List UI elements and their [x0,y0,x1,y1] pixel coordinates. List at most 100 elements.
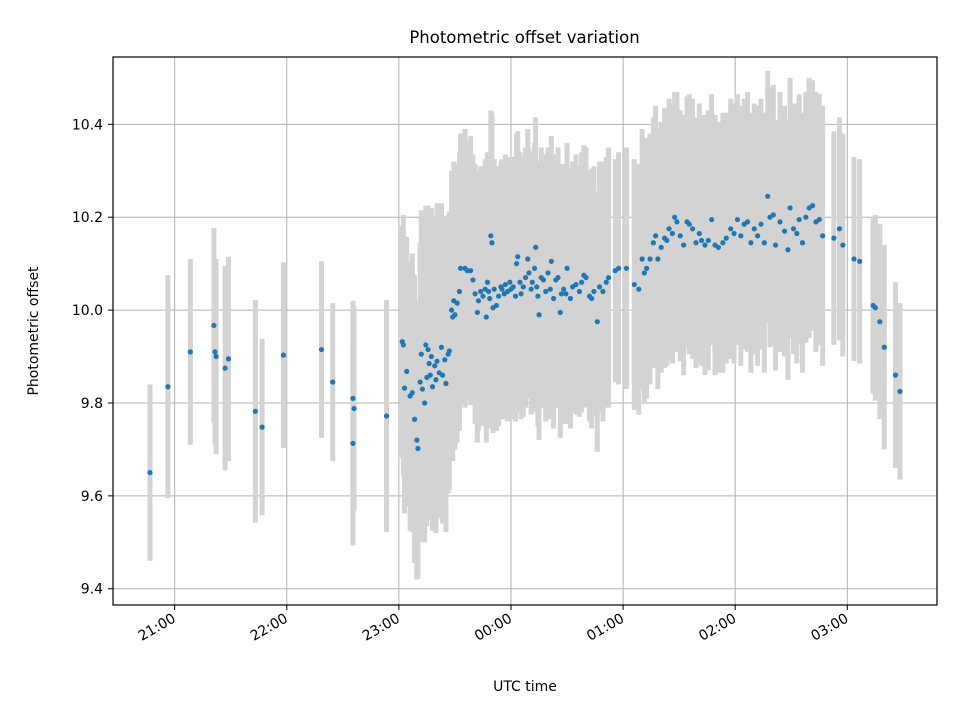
data-point [897,388,903,394]
data-point [417,379,423,385]
data-point [443,380,449,387]
data-point [672,214,678,220]
data-point [400,342,406,348]
data-point [809,203,816,209]
data-point [705,237,711,244]
x-tick-label: 02:00 [696,611,739,645]
data-point [623,265,630,271]
data-point [820,233,826,239]
data-point [616,265,622,271]
data-point [522,274,529,281]
data-point [777,219,783,225]
data-point [526,270,532,276]
plot-frame [112,56,938,606]
data-point [493,302,500,309]
data-point [468,268,474,274]
data-point [484,279,491,285]
data-point [499,286,505,292]
data-point [423,342,429,348]
data-point [454,300,460,306]
data-point [536,312,542,318]
data-point [485,288,492,295]
data-point [474,309,480,316]
data-point [414,437,420,443]
data-point [647,256,653,262]
data-point [502,281,508,288]
y-tick-label: 9.4 [81,582,103,598]
data-point [448,307,455,313]
data-point [831,235,837,241]
data-point [491,286,497,292]
data-point [799,240,806,246]
y-tick-label: 9.6 [81,489,103,505]
data-point [409,390,415,396]
data-point [456,288,463,295]
data-point [596,284,603,290]
data-point [415,445,421,452]
data-point [515,254,521,260]
data-point [528,286,534,292]
data-point [723,235,729,241]
data-point [550,295,557,302]
data-point [573,281,579,288]
data-point [557,309,563,316]
data-points [147,193,903,476]
data-point [677,233,683,239]
data-point [540,277,547,283]
data-point [426,360,432,367]
data-point [728,226,734,232]
data-point [165,384,171,390]
data-point [872,305,878,311]
y-tick-label: 10.4 [72,117,103,133]
data-point [693,240,699,246]
data-point [738,233,744,239]
data-point [512,293,519,299]
data-point [794,230,800,237]
data-point [535,293,541,299]
data-point [674,219,680,225]
data-point [427,372,433,378]
y-tick-label: 9.8 [81,396,103,412]
data-point [438,344,445,350]
data-point [563,291,569,297]
data-point [603,279,609,285]
y-axis-label: Photometric offset [26,266,42,396]
data-point [731,230,737,237]
data-point [475,298,482,304]
data-point [787,205,793,211]
data-point [428,353,434,360]
data-point [881,344,887,350]
data-point [765,193,771,199]
data-point [383,413,390,419]
data-point [555,274,561,281]
x-tick-label: 22:00 [248,611,291,645]
data-point [480,293,486,299]
data-point [758,221,764,227]
data-point [561,286,567,292]
data-point [796,216,802,223]
data-point [440,372,446,378]
data-point [781,228,788,234]
data-point [605,274,612,281]
data-point [698,237,705,244]
data-point [496,293,502,299]
data-point [669,230,676,237]
data-point [761,240,767,246]
x-tick-label: 21:00 [136,611,179,645]
data-point [483,314,489,320]
x-tick-label: 00:00 [472,611,515,645]
data-point [411,416,418,422]
data-point [545,270,551,276]
data-point [520,284,526,290]
data-point [639,256,645,262]
data-point [751,226,757,232]
data-point [567,295,574,302]
data-point [748,240,754,246]
data-point [488,233,494,239]
data-point [478,288,484,295]
y-tick-label: 10.0 [72,303,103,319]
data-point [594,319,600,325]
data-point [211,322,217,329]
data-point [600,288,606,295]
data-point [187,349,193,355]
